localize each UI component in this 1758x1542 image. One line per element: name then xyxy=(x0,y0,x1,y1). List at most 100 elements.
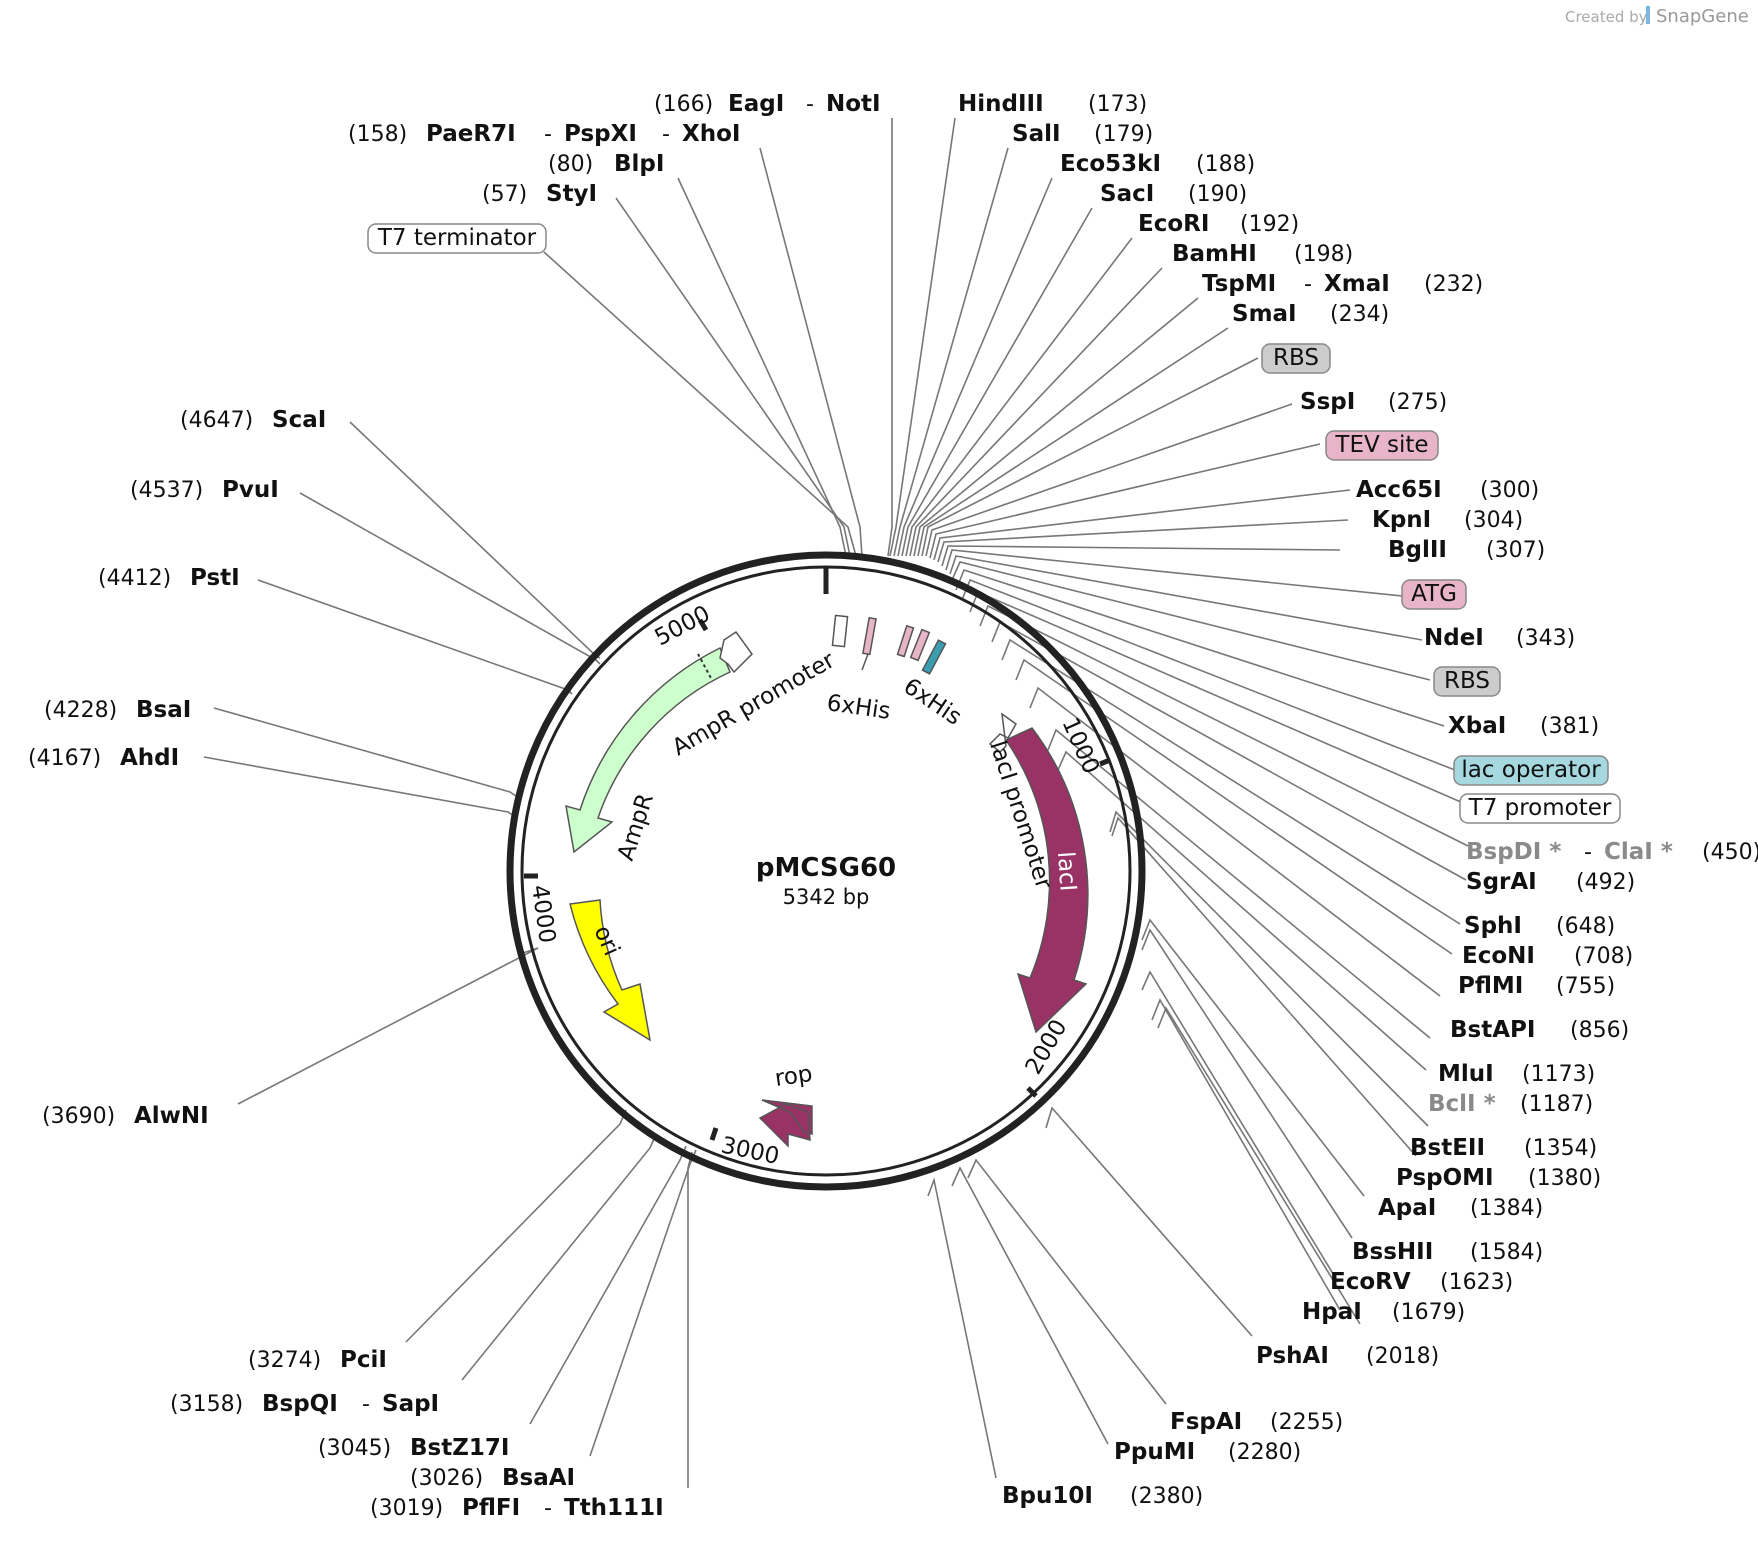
site-pflfi-sep: - xyxy=(544,1496,552,1521)
site-kpn-pos: (304) xyxy=(1464,508,1523,533)
site-scai-name: ScaI xyxy=(272,407,326,433)
site-blp-name: BlpI xyxy=(614,151,664,177)
site-paer-pos: (158) xyxy=(348,122,407,147)
site-sma-pos: (234) xyxy=(1330,302,1389,327)
site-bsteii-pos: (1354) xyxy=(1524,1136,1597,1161)
site-apa-pos: (1384) xyxy=(1470,1196,1543,1221)
laci-arrow xyxy=(1004,727,1089,1034)
site-ahdi-name: AhdI xyxy=(120,745,179,771)
site-xba-name: XbaI xyxy=(1448,713,1506,739)
site-kpn-name: KpnI xyxy=(1372,507,1431,533)
site-sgr-name: SgrAI xyxy=(1466,869,1537,895)
site-bspdi-name: BspDI * xyxy=(1466,839,1561,865)
site-sac-pos: (190) xyxy=(1188,182,1247,207)
site-ecorv-pos: (1623) xyxy=(1440,1270,1513,1295)
his-tag-mark-1 xyxy=(896,624,915,658)
his-leader-1 xyxy=(861,653,869,671)
site-acc-pos: (300) xyxy=(1480,478,1539,503)
site-bspdi-pos: (450) xyxy=(1702,840,1758,865)
site-bam-name: BamHI xyxy=(1172,241,1257,267)
his-tag-mark-2 xyxy=(909,628,931,662)
t7-promoter-label: T7 promoter xyxy=(1468,795,1612,821)
site-noti-name: NotI xyxy=(826,91,881,117)
site-hpa-name: HpaI xyxy=(1302,1299,1362,1325)
atg-label: ATG xyxy=(1411,581,1457,607)
site-ecori-pos: (192) xyxy=(1240,212,1299,237)
site-tspmi-sep: - xyxy=(1304,272,1312,297)
site-bgl-pos: (307) xyxy=(1486,538,1545,563)
site-ecorv-name: EcoRV xyxy=(1330,1269,1411,1295)
laci-promoter-arrow xyxy=(988,712,1017,754)
atg-box xyxy=(1401,579,1467,610)
ori-arrow xyxy=(569,899,652,1042)
site-bsshii-pos: (1584) xyxy=(1470,1240,1543,1265)
snapgene-credit: Created by SnapGene xyxy=(1565,6,1749,27)
rbs-label-2: RBS xyxy=(1444,668,1490,694)
site-hpa-pos: (1679) xyxy=(1392,1300,1465,1325)
rbs-box-2 xyxy=(1433,666,1501,697)
site-tspmi-name: TspMI xyxy=(1202,271,1276,297)
site-sal-pos: (179) xyxy=(1094,122,1153,147)
site-paer-name: PaeR7I xyxy=(426,121,516,147)
rbs-label-1: RBS xyxy=(1273,345,1319,371)
site-bcl-pos: (1187) xyxy=(1520,1092,1593,1117)
site-bstapi-pos: (856) xyxy=(1570,1018,1629,1043)
site-bspqi-sep: - xyxy=(362,1392,370,1417)
lac-operator-mark xyxy=(921,639,947,675)
site-fspa-pos: (2255) xyxy=(1270,1410,1343,1435)
sites-right: HindIII (173) SalI (179) Eco53kI (188) S… xyxy=(958,91,1758,1509)
site-sty-name: StyI xyxy=(546,181,597,207)
rop-label: rop xyxy=(773,1061,814,1092)
site-scai-pos: (4647) xyxy=(180,408,253,433)
site-ppumi-name: PpuMI xyxy=(1114,1439,1195,1465)
site-sty-pos: (57) xyxy=(482,182,527,207)
site-ssp-name: SspI xyxy=(1300,389,1355,415)
site-eag-name: EagI xyxy=(728,91,784,117)
sites-top-left: (166) EagI - NotI (158) PaeR7I - PspXI -… xyxy=(348,91,881,207)
site-eco53-name: Eco53kI xyxy=(1060,151,1161,177)
rbs-mark xyxy=(862,616,877,656)
site-bgl-name: BglII xyxy=(1388,537,1447,563)
ampr-label: AmpR xyxy=(613,790,659,863)
site-sac-name: SacI xyxy=(1100,181,1154,207)
t7-terminator-mark xyxy=(831,614,849,648)
site-tth111i-name: Tth111I xyxy=(564,1495,664,1521)
site-sgr-pos: (492) xyxy=(1576,870,1635,895)
site-ecori-name: EcoRI xyxy=(1138,211,1209,237)
site-econi-name: EcoNI xyxy=(1462,943,1535,969)
plasmid-name: pMCSG60 xyxy=(756,853,896,883)
site-eag-pos: (166) xyxy=(654,92,713,117)
site-paer-sep2: - xyxy=(662,122,670,147)
site-pci-pos: (3274) xyxy=(248,1348,321,1373)
snapgene-logo-icon xyxy=(1646,6,1650,24)
site-ssp-pos: (275) xyxy=(1388,390,1447,415)
site-sma-name: SmaI xyxy=(1232,301,1297,327)
site-fspa-name: FspAI xyxy=(1170,1409,1242,1435)
ampr-arrow xyxy=(565,646,731,854)
site-sapi-name: SapI xyxy=(382,1391,439,1417)
site-psti-pos: (4412) xyxy=(98,566,171,591)
tick-4000: 4000 xyxy=(526,883,560,945)
site-ppumi-pos: (2280) xyxy=(1228,1440,1301,1465)
site-eag-sep: - xyxy=(806,92,814,117)
site-bsaai-name: BsaAI xyxy=(502,1465,575,1491)
site-clai-name: ClaI * xyxy=(1604,839,1673,865)
tick-5000: 5000 xyxy=(651,601,715,651)
tev-site-label: TEV site xyxy=(1334,432,1428,458)
site-bstapi-name: BstAPI xyxy=(1450,1017,1535,1043)
site-bspqi-pos: (3158) xyxy=(170,1392,243,1417)
credit-brand: SnapGene xyxy=(1656,6,1749,27)
site-pspxi-name: PspXI xyxy=(564,121,637,147)
t7-terminator-label: T7 terminator xyxy=(377,225,537,251)
site-sph-pos: (648) xyxy=(1556,914,1615,939)
site-psha-pos: (2018) xyxy=(1366,1344,1439,1369)
site-psti-name: PstI xyxy=(190,565,240,591)
tick-marks xyxy=(524,567,1111,1141)
site-xmai-name: XmaI xyxy=(1324,271,1390,297)
site-pflfi-name: PflFI xyxy=(462,1495,520,1521)
site-ahdi-pos: (4167) xyxy=(28,746,101,771)
site-bpu10-pos: (2380) xyxy=(1130,1484,1203,1509)
rbs-box-1 xyxy=(1261,343,1331,374)
rop-arrow xyxy=(758,1099,813,1148)
